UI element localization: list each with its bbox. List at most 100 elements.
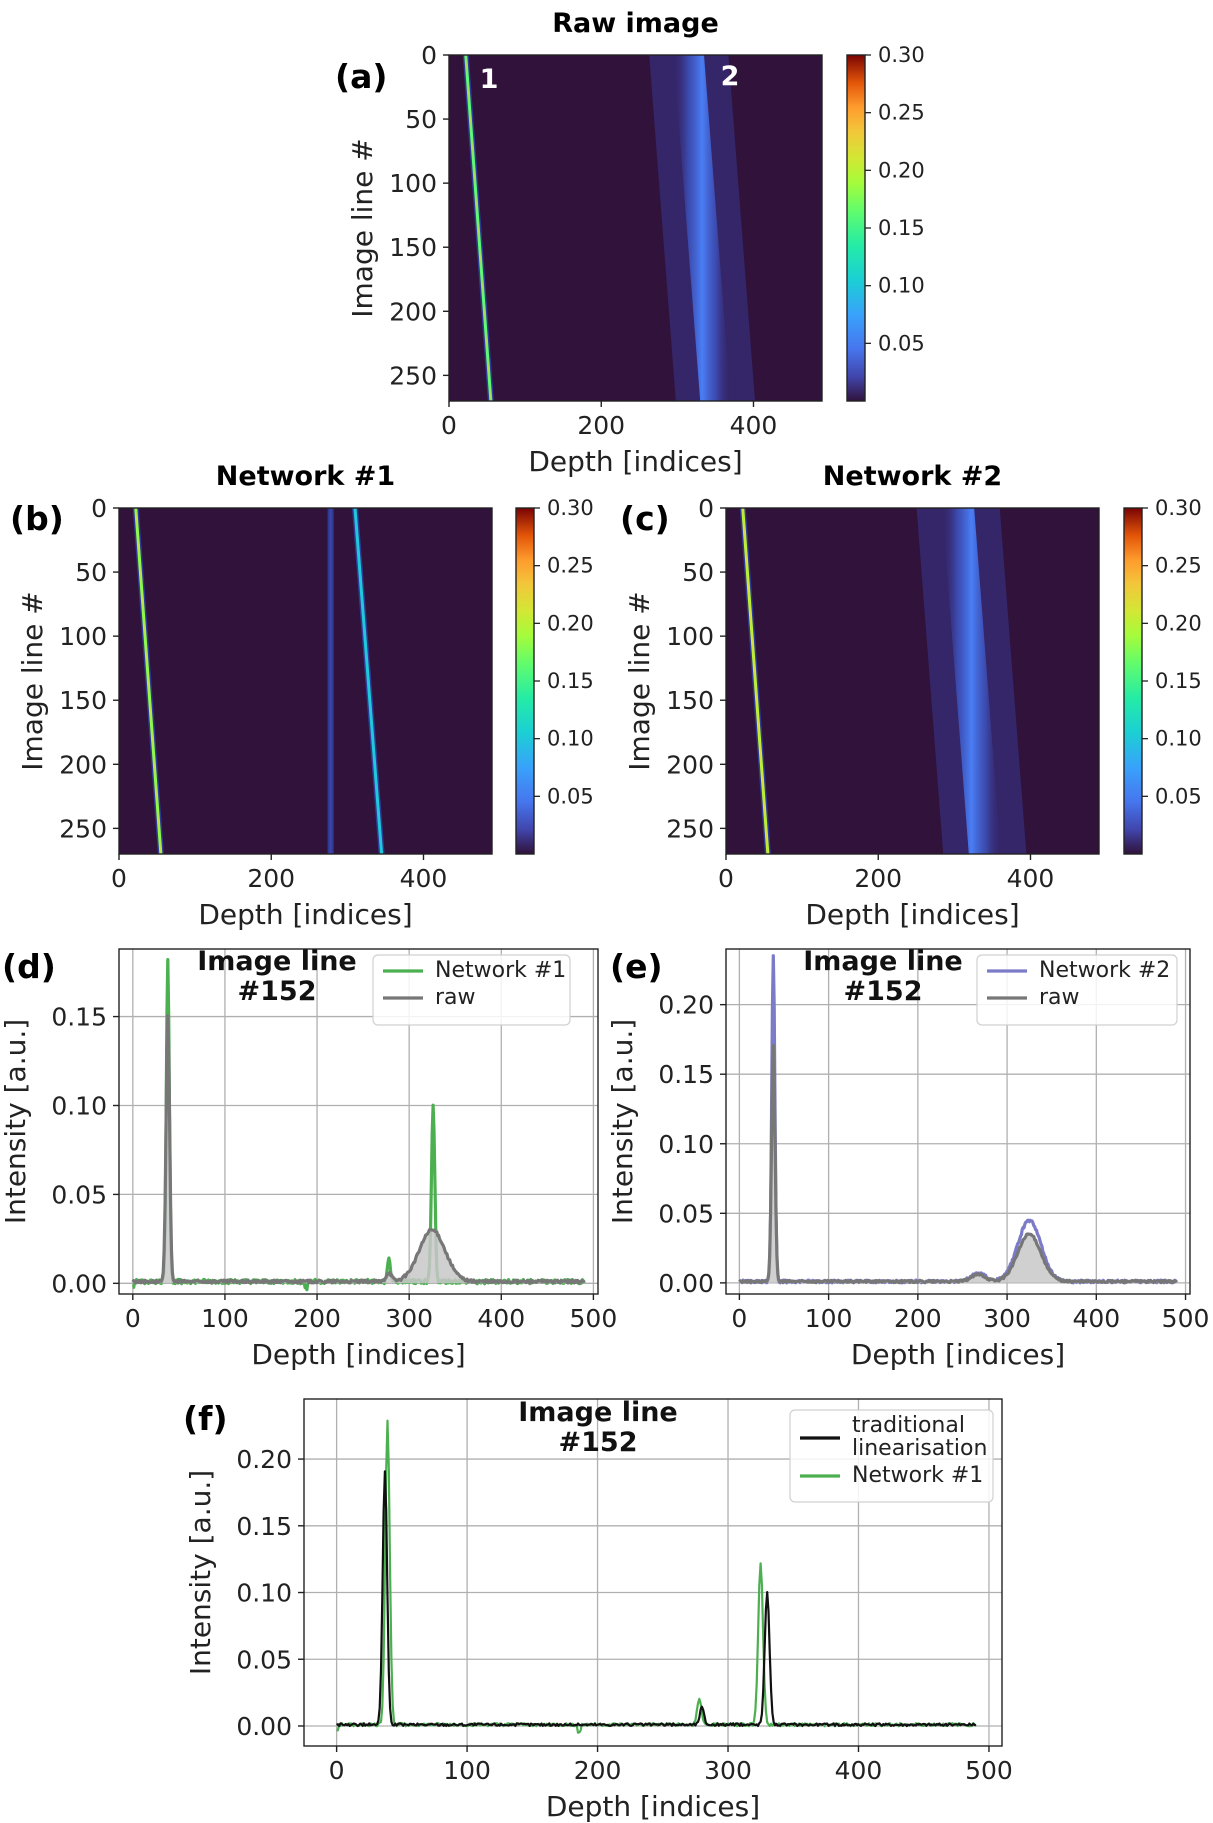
- x-tick-label: 200: [574, 1756, 622, 1785]
- x-tick-label: 200: [854, 864, 902, 893]
- y-tick-label: 0: [91, 494, 107, 523]
- colorbar-tick-label: 0.25: [547, 554, 594, 578]
- line-panel-f: 0 100 200 300 400 500 0.00 0.05 0.10 0.15 0.20 Dept…: [183, 1397, 1013, 1823]
- colorbar-tick-label: 0.30: [878, 43, 925, 67]
- y-tick-label: 100: [59, 622, 107, 651]
- y-tick-label: 0.10: [658, 1130, 714, 1159]
- heatmap-panel-c: 0 200 400 0 50 100 150 200 250 Depth [indices] Ima…: [620, 461, 1202, 931]
- x-tick-label: 0: [441, 411, 457, 440]
- heatmap-line-core: [742, 508, 769, 854]
- heatmap-band: [673, 55, 731, 401]
- y-axis-label: Image line #: [346, 138, 379, 317]
- x-tick-label: 500: [570, 1304, 618, 1333]
- y-tick-label: 0.00: [51, 1269, 107, 1298]
- heatmap-background: [449, 55, 822, 401]
- plot-frame: [303, 1398, 1003, 1747]
- colorbar: [516, 508, 534, 854]
- y-tick-label: 150: [59, 686, 107, 715]
- feature-annotation: 1: [480, 64, 499, 95]
- colorbar: [847, 55, 865, 401]
- heatmap-panel-b: 0 200 400 0 50 100 150 200 250 Depth [indices] Ima…: [10, 461, 594, 931]
- y-tick-label: 0.10: [51, 1091, 107, 1120]
- panel-title: Network #1: [216, 461, 395, 492]
- x-tick-label: 400: [1072, 1304, 1120, 1333]
- y-tick-label: 200: [389, 297, 437, 326]
- series-fill-raw: [739, 1045, 1177, 1283]
- legend-label: Network #1: [435, 958, 566, 983]
- y-tick-label: 150: [389, 233, 437, 262]
- y-tick-label: 0.20: [236, 1445, 292, 1474]
- x-tick-label: 300: [385, 1304, 433, 1333]
- x-axis-label: Depth [indices]: [546, 1790, 760, 1823]
- panel-label: (a): [335, 57, 387, 96]
- colorbar-tick-label: 0.05: [547, 784, 594, 808]
- line-annotation: #152: [559, 1427, 638, 1458]
- x-axis-label: Depth [indices]: [805, 898, 1019, 931]
- legend-label: raw: [1039, 985, 1080, 1010]
- heatmap-line: [353, 508, 384, 854]
- y-tick-label: 50: [75, 558, 107, 587]
- y-tick-label: 0: [421, 41, 437, 70]
- colorbar-tick-label: 0.30: [547, 496, 594, 520]
- heatmap-frame: [725, 507, 1100, 855]
- y-tick-label: 0.15: [236, 1512, 292, 1541]
- x-tick-label: 0: [111, 864, 127, 893]
- y-tick-label: 0.15: [51, 1003, 107, 1032]
- y-tick-label: 100: [666, 622, 714, 651]
- panel-title: Raw image: [552, 8, 719, 39]
- x-tick-label: 200: [247, 864, 295, 893]
- y-tick-label: 200: [59, 750, 107, 779]
- y-tick-label: 250: [666, 814, 714, 843]
- legend-box: [789, 1409, 994, 1503]
- heatmap-line-core: [465, 55, 492, 401]
- colorbar-tick-label: 0.05: [1155, 784, 1202, 808]
- y-axis-label: Image line #: [16, 591, 49, 770]
- x-axis-label: Depth [indices]: [851, 1338, 1065, 1371]
- x-tick-label: 400: [477, 1304, 525, 1333]
- x-tick-label: 500: [965, 1756, 1013, 1785]
- x-tick-label: 400: [835, 1756, 883, 1785]
- heatmap-line-core: [135, 508, 162, 854]
- line-annotation: Image line: [518, 1397, 677, 1428]
- colorbar-tick-label: 0.15: [878, 216, 925, 240]
- y-tick-label: 250: [59, 814, 107, 843]
- x-tick-label: 100: [201, 1304, 249, 1333]
- x-tick-label: 400: [1007, 864, 1055, 893]
- heatmap-frame: [448, 54, 823, 402]
- colorbar-tick-label: 0.25: [1155, 554, 1202, 578]
- y-tick-label: 0.20: [658, 991, 714, 1020]
- colorbar-tick-label: 0.15: [547, 669, 594, 693]
- y-axis-label: Image line #: [623, 591, 656, 770]
- series-line-traditional-linearisation: [336, 1470, 977, 1728]
- heatmap-background: [726, 508, 1099, 854]
- y-tick-label: 0.05: [236, 1645, 292, 1674]
- x-tick-label: 300: [704, 1756, 752, 1785]
- heatmap-band: [942, 508, 1001, 854]
- x-tick-label: 0: [125, 1304, 141, 1333]
- y-tick-label: 0.00: [236, 1712, 292, 1741]
- y-tick-label: 0.05: [658, 1199, 714, 1228]
- x-axis-label: Depth [indices]: [528, 445, 742, 478]
- legend-label: Network #2: [1039, 958, 1170, 983]
- line-annotation: Image line: [197, 946, 356, 977]
- y-tick-label: 0: [698, 494, 714, 523]
- x-tick-label: 200: [293, 1304, 341, 1333]
- legend-label: traditional: [852, 1413, 965, 1438]
- y-tick-label: 250: [389, 361, 437, 390]
- x-tick-label: 200: [577, 411, 625, 440]
- legend-label: raw: [435, 985, 476, 1010]
- x-tick-label: 0: [731, 1304, 747, 1333]
- colorbar-tick-label: 0.20: [1155, 611, 1202, 635]
- line-panel-d: 0 100 200 300 400 500 0.00 0.05 0.10 0.15 Depth [i…: [0, 946, 617, 1371]
- line-annotation: #152: [844, 976, 923, 1007]
- y-tick-label: 50: [682, 558, 714, 587]
- colorbar-tick-label: 0.30: [1155, 496, 1202, 520]
- x-tick-label: 400: [730, 411, 778, 440]
- x-tick-label: 0: [329, 1756, 345, 1785]
- x-tick-label: 100: [805, 1304, 853, 1333]
- colorbar-tick-label: 0.20: [878, 158, 925, 182]
- panel-label: (f): [183, 1399, 228, 1438]
- line-annotation: #152: [238, 976, 317, 1007]
